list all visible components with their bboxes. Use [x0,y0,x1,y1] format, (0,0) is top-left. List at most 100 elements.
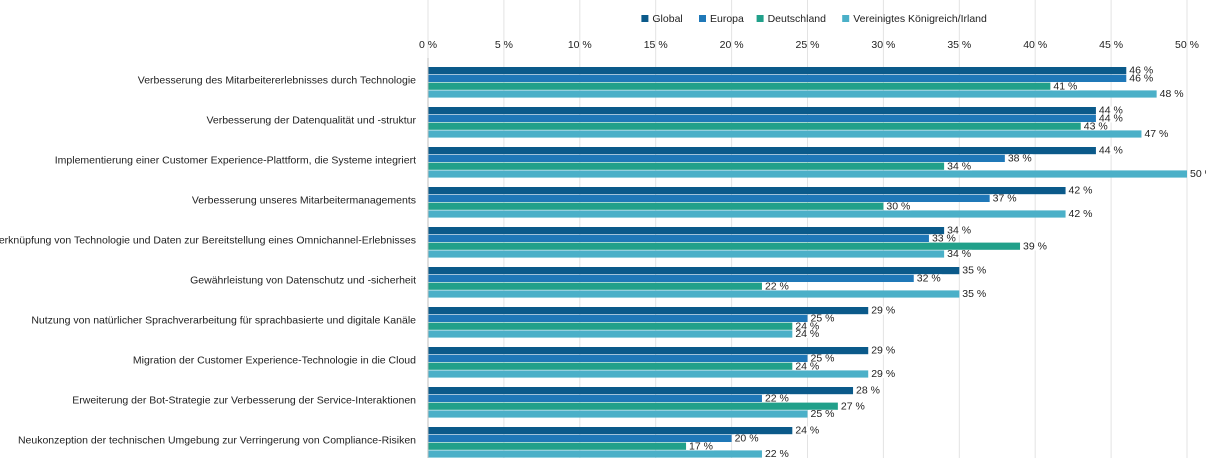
value-label-bg [946,162,973,171]
value-label: 43 % [1084,120,1108,132]
bar [428,147,1096,155]
x-tick-label: 25 % [796,39,820,51]
legend-label: Vereinigtes Königreich/Irland [853,13,987,25]
value-label: 29 % [871,368,895,380]
value-label: 35 % [962,288,986,300]
bar [428,130,1142,138]
x-tick-label: 5 % [495,39,513,51]
bar [428,90,1157,98]
bar [428,154,1005,162]
category-label: Migration der Customer Experience-Techno… [133,355,416,367]
value-label-bg [794,329,821,339]
category-label: Neukonzeption der technischen Umgebung z… [18,435,416,447]
value-label: 35 % [962,265,986,277]
value-label-bg [870,369,897,379]
value-label: 46 % [1129,65,1153,77]
value-label-bg [1082,122,1109,131]
legend-swatch [842,15,850,22]
value-label: 33 % [932,233,956,245]
legend-label: Global [652,13,682,25]
value-label-bg [763,282,790,291]
value-label: 38 % [1008,153,1032,165]
value-label: 44 % [1099,145,1123,157]
value-label: 17 % [689,440,713,452]
value-label: 24 % [795,360,819,372]
value-label: 24 % [795,320,819,332]
bar [428,202,884,210]
value-label-bg [763,449,790,459]
bar [428,114,1096,122]
bar [428,242,1021,250]
value-label: 32 % [917,273,941,285]
value-label: 25 % [811,353,835,365]
bar [428,330,793,338]
value-label-bg [885,202,912,211]
value-label: 47 % [1144,128,1168,140]
category-labels: Verbesserung des Mitarbeitererlebnisses … [0,75,416,447]
bar [428,307,869,315]
value-label-bg [1097,114,1124,123]
value-label-bg [1128,66,1155,75]
value-label: 44 % [1099,105,1123,117]
value-label: 29 % [871,345,895,357]
bar [428,347,869,355]
legend-swatch [756,15,764,22]
x-tick-label: 10 % [568,39,592,51]
value-label-bg [1067,186,1094,195]
legend-label: Europa [710,13,744,25]
value-label: 22 % [765,280,789,292]
value-label: 34 % [947,160,971,172]
bar [428,387,854,395]
value-label-bg [794,362,821,371]
bar [428,290,960,298]
category-label: Erweiterung der Bot-Strategie zur Verbes… [72,395,416,407]
bar [428,67,1127,75]
value-label: 22 % [765,448,789,460]
value-label: 48 % [1160,88,1184,100]
value-label: 25 % [811,313,835,325]
bar [428,250,945,258]
bar [428,194,990,202]
bar [428,210,1066,218]
x-tick-label: 35 % [947,39,971,51]
bar [428,370,869,378]
value-label: 46 % [1129,73,1153,85]
bar [428,170,1187,178]
value-label-bg [794,322,821,331]
bar [428,267,960,275]
value-label-bg [733,434,760,443]
value-labels: 46 %46 %41 %48 %44 %44 %43 %47 %44 %38 %… [688,65,1206,460]
bar [428,402,838,410]
value-label: 39 % [1023,240,1047,252]
legend: Global Europa Deutschland Vereinigtes König… [641,13,987,25]
category-label: Nutzung von natürlicher Sprachverarbeitu… [31,315,416,327]
value-label: 37 % [993,193,1017,205]
category-label: Verknüpfung von Technologie und Daten zu… [0,235,416,247]
legend-label: Deutschland [768,13,827,25]
bar [428,234,929,242]
category-label: Implementierung einer Customer Experienc… [55,155,416,167]
x-tick-label: 50 % [1175,39,1199,51]
x-tick-label: 15 % [644,39,668,51]
x-tick-label: 0 % [419,39,437,51]
value-label: 34 % [947,225,971,237]
bar [428,394,762,402]
value-label: 41 % [1053,80,1077,92]
value-label-bg [946,249,973,259]
value-label-bg [855,386,881,395]
value-label: 30 % [886,200,910,212]
x-axis-ticks: 0 % 5 % 10 % 15 % 20 % 25 % 30 % 35 % 40 % 45 % 50… [419,39,1199,51]
x-tick-label: 30 % [871,39,895,51]
value-label-bg [915,274,942,283]
value-label-bg [809,409,836,419]
value-label-bg [946,226,973,235]
category-label: Verbesserung der Datenqualität und -stru… [206,115,416,127]
value-label-bg [839,402,866,411]
value-label-bg [930,234,957,243]
value-label-bg [1097,106,1124,115]
value-label: 44 % [1099,113,1123,125]
value-label: 42 % [1069,208,1093,220]
value-label-bg [870,306,897,315]
bar [428,410,808,418]
